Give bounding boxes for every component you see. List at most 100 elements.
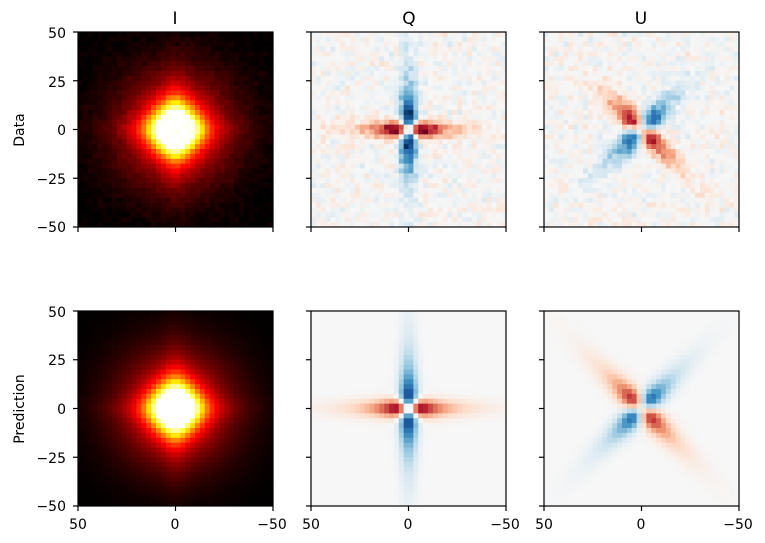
heatmap-cell [724, 110, 730, 116]
heatmap-cell [354, 188, 361, 194]
heatmap-cell [335, 32, 341, 38]
heatmap-cell [408, 90, 414, 96]
heatmap-cell [136, 71, 142, 77]
heatmap-cell [136, 46, 142, 52]
heatmap-cell [374, 119, 380, 125]
heatmap-cell [219, 212, 225, 218]
heatmap-cell [428, 100, 434, 106]
heatmap-cell [369, 90, 375, 96]
heatmap-cell [656, 51, 662, 57]
heatmap-cell [199, 153, 206, 160]
heatmap-cell [238, 144, 245, 150]
heatmap-cell [544, 124, 550, 130]
heatmap-cell [78, 41, 84, 47]
heatmap-cell [675, 114, 681, 121]
heatmap-cell [350, 149, 356, 155]
heatmap-cell [311, 222, 317, 228]
heatmap-cell [87, 46, 93, 52]
heatmap-cell [325, 207, 331, 213]
heatmap-cell [578, 188, 584, 194]
heatmap-cell [160, 217, 167, 223]
heatmap-cell [563, 134, 569, 140]
heatmap-cell [112, 119, 118, 125]
heatmap-cell [700, 134, 706, 140]
heatmap-cell [195, 183, 201, 189]
heatmap-cell [248, 105, 254, 111]
heatmap-cell [209, 46, 215, 52]
heatmap-cell [563, 90, 569, 96]
heatmap-cell [695, 192, 701, 199]
heatmap-cell [82, 188, 89, 194]
heatmap-cell [175, 95, 181, 101]
heatmap-cell [330, 168, 336, 174]
heatmap-cell [612, 32, 618, 38]
heatmap-cell [486, 124, 492, 130]
heatmap-cell [253, 173, 259, 179]
heatmap-cell [82, 134, 89, 140]
heatmap-cell [462, 212, 468, 218]
heatmap-cell [447, 144, 453, 150]
heatmap-cell [651, 188, 657, 194]
heatmap-cell [462, 207, 468, 213]
heatmap-cell [597, 158, 603, 164]
heatmap-cell [121, 202, 128, 208]
heatmap-cell [646, 192, 652, 199]
heatmap-cell [476, 114, 482, 121]
heatmap-cell [117, 134, 123, 140]
heatmap-cell [117, 212, 123, 218]
heatmap-cell [345, 90, 351, 96]
heatmap-cell [408, 163, 414, 169]
heatmap-cell [471, 51, 478, 57]
heatmap-cell [685, 71, 691, 77]
heatmap-cell [112, 202, 118, 208]
heatmap-cell [607, 149, 613, 155]
heatmap-cell [583, 85, 589, 91]
heatmap-cell [491, 173, 497, 179]
heatmap-cell [636, 32, 642, 38]
heatmap-cell [408, 144, 414, 150]
heatmap-cell [700, 178, 706, 184]
heatmap-cell [92, 46, 98, 52]
heatmap-cell [82, 75, 89, 82]
panel-data-q [311, 32, 507, 228]
heatmap-cell [199, 192, 206, 199]
heatmap-cell [190, 311, 196, 317]
heatmap-cell [690, 197, 696, 203]
heatmap-cell [102, 320, 108, 326]
heatmap-cell [393, 66, 400, 72]
heatmap-cell [209, 134, 215, 140]
heatmap-cell [263, 134, 269, 140]
heatmap-cell [447, 134, 453, 140]
heatmap-cell [641, 61, 647, 67]
heatmap-cell [268, 124, 274, 130]
heatmap-cell [369, 36, 375, 43]
heatmap-cell [175, 124, 181, 130]
heatmap-cell [636, 75, 642, 82]
heatmap-cell [204, 163, 210, 169]
heatmap-cell [112, 41, 118, 47]
heatmap-cell [374, 46, 380, 52]
heatmap-cell [165, 51, 171, 57]
heatmap-cell [626, 80, 633, 86]
heatmap-cell [175, 192, 181, 199]
heatmap-cell [558, 41, 564, 47]
heatmap-cell [568, 173, 574, 179]
heatmap-cell [190, 100, 196, 106]
heatmap-cell [209, 129, 215, 135]
heatmap-cell [214, 80, 220, 86]
heatmap-cell [379, 66, 385, 72]
heatmap-cell [578, 61, 584, 67]
heatmap-cell [680, 207, 686, 213]
heatmap-cell [558, 134, 564, 140]
heatmap-cell [384, 192, 390, 199]
heatmap-cell [156, 75, 162, 82]
heatmap-cell [646, 114, 652, 121]
heatmap-cell [141, 71, 147, 77]
heatmap-cell [374, 173, 380, 179]
heatmap-cell [423, 95, 429, 101]
heatmap-cell [700, 212, 706, 218]
heatmap-cell [714, 46, 720, 52]
heatmap-cell [87, 202, 93, 208]
heatmap-cell [462, 85, 468, 91]
heatmap-cell [568, 32, 574, 38]
